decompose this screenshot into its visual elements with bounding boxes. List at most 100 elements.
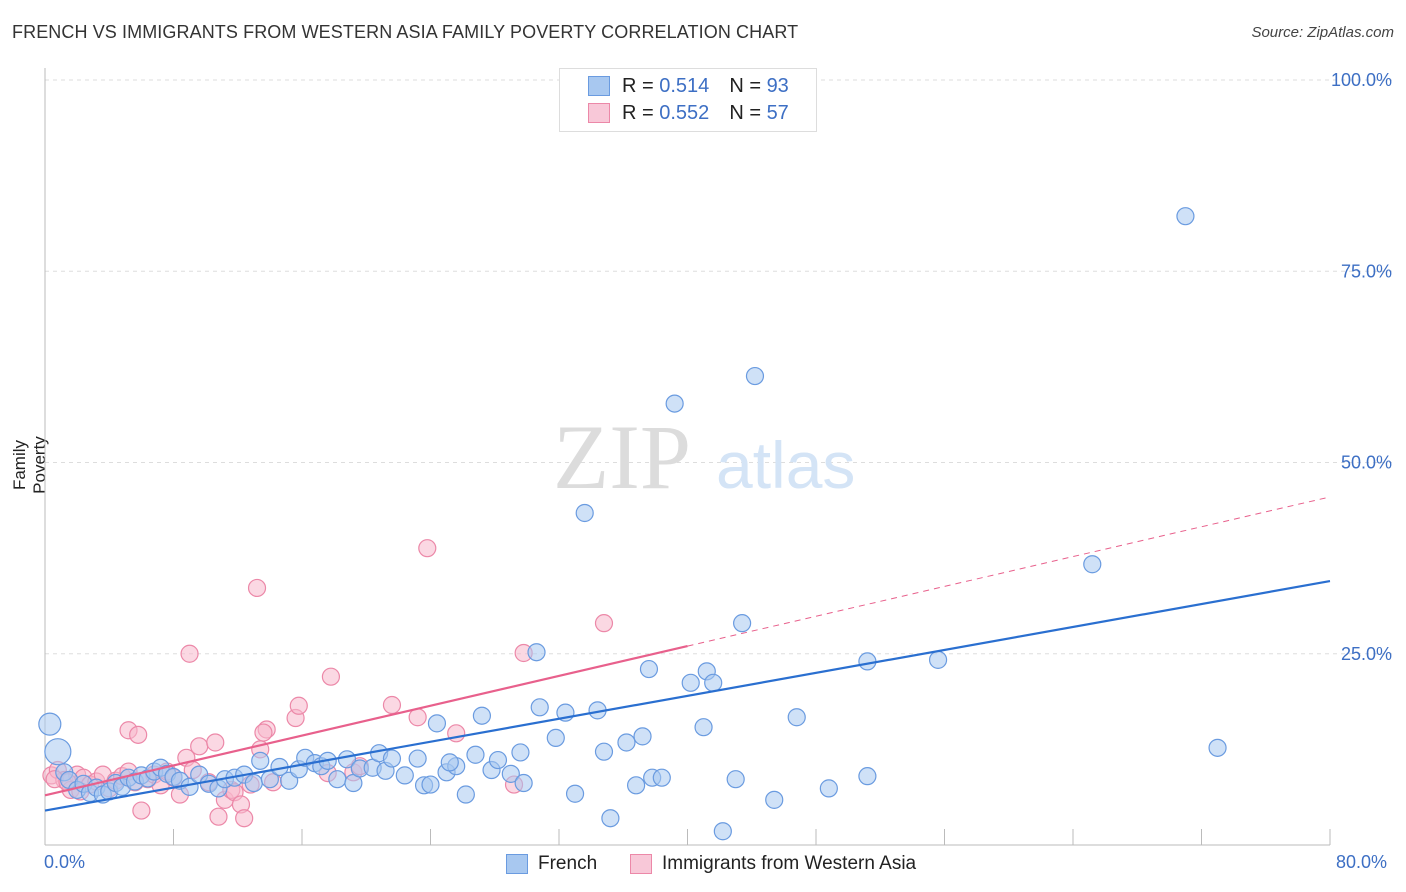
data-point (530, 698, 549, 717)
data-point (206, 733, 225, 752)
data-point (244, 773, 263, 793)
data-point (395, 766, 414, 785)
bottom-legend-swatch-immigrants (630, 854, 652, 874)
bottom-legend-label-french: French (538, 853, 598, 874)
data-point (44, 738, 72, 766)
data-point (1208, 738, 1227, 757)
y-tick-label: 75.0% (1341, 261, 1392, 281)
legend-swatch-immigrants (588, 103, 610, 123)
bottom-legend-french: French (506, 852, 597, 876)
data-point (858, 767, 877, 786)
legend-row-french: R = 0.514 N = 93 (588, 75, 789, 97)
x-tick-label-min: 0.0% (44, 852, 86, 872)
data-point (209, 807, 228, 826)
data-point (601, 809, 620, 828)
data-point (928, 650, 948, 669)
data-point (726, 770, 745, 789)
data-point (418, 539, 437, 558)
trend-lines (44, 496, 1331, 812)
data-point (652, 768, 671, 787)
watermark-zip: ZIP (553, 406, 691, 508)
data-point (321, 667, 341, 686)
data-point (511, 743, 530, 762)
data-point (514, 773, 533, 793)
data-point (132, 801, 151, 820)
y-tick-label: 100.0% (1331, 70, 1392, 90)
data-point (501, 764, 520, 783)
bottom-legend-immigrants: Immigrants from Western Asia (630, 852, 916, 876)
chart-title: FRENCH VS IMMIGRANTS FROM WESTERN ASIA F… (12, 22, 799, 42)
data-point (382, 749, 402, 768)
data-point (488, 750, 508, 770)
legend-r-label: R = (622, 101, 654, 124)
legend-r-value: 0.514 (659, 74, 710, 97)
data-point (440, 753, 459, 772)
x-tick-label-max: 80.0% (1336, 852, 1388, 872)
watermark-atlas: atlas (716, 428, 855, 502)
legend-n-value: 93 (766, 74, 789, 97)
data-point (421, 775, 440, 794)
trend-extension-immigrants (687, 496, 1331, 647)
data-point (254, 723, 273, 742)
data-point (382, 695, 402, 715)
y-tick-label: 50.0% (1341, 453, 1392, 473)
y-tick-label: 25.0% (1341, 644, 1392, 664)
trend-line-french (44, 579, 1331, 812)
data-point (681, 673, 700, 692)
data-point (787, 708, 806, 727)
data-point (129, 725, 148, 744)
legend-swatch-french (588, 76, 610, 96)
data-point (633, 727, 652, 746)
data-point (617, 733, 636, 752)
legend-row-immigrants: R = 0.552 N = 57 (588, 102, 789, 124)
data-point (235, 809, 254, 828)
data-point (1083, 555, 1102, 574)
data-point (190, 737, 209, 756)
correlation-legend: R = 0.514 N = 93 R = 0.552 N = 57 (559, 68, 817, 132)
data-point (594, 742, 614, 761)
french-points (38, 207, 1227, 841)
data-point (694, 718, 713, 737)
data-point (408, 708, 427, 727)
data-point (408, 749, 427, 768)
legend-n-label: N = (729, 74, 761, 97)
data-point (713, 822, 732, 841)
grid-layer (45, 79, 1392, 655)
legend-r-value: 0.552 (659, 101, 710, 124)
data-point (180, 644, 199, 663)
legend-r-label: R = (622, 74, 654, 97)
bottom-legend-label-immigrants: Immigrants from Western Asia (662, 853, 917, 874)
data-point (819, 779, 838, 798)
data-point (594, 614, 614, 633)
source-label: Source: ZipAtlas.com (1251, 24, 1394, 41)
data-point (546, 728, 565, 748)
trend-line-immigrants (44, 645, 688, 797)
data-point (456, 785, 475, 804)
bottom-legend-swatch-french (506, 854, 528, 874)
data-point (247, 578, 267, 598)
data-point (565, 784, 585, 803)
data-point (575, 503, 594, 523)
data-point (527, 643, 546, 662)
data-point (704, 673, 723, 692)
data-point (665, 394, 684, 413)
data-point (765, 790, 784, 809)
data-point (251, 751, 270, 770)
data-point (639, 659, 659, 679)
y-tick-labels: 25.0% 50.0% 75.0% 100.0% (1331, 70, 1392, 664)
data-point (328, 770, 347, 789)
data-point (626, 776, 646, 795)
data-point (858, 652, 877, 671)
data-point (289, 696, 308, 715)
data-point (745, 366, 765, 386)
legend-n-label: N = (729, 101, 761, 124)
data-point (38, 712, 62, 736)
data-point (466, 745, 485, 764)
data-point (472, 706, 491, 725)
data-point (733, 614, 752, 633)
data-point (427, 714, 447, 733)
watermark: ZIP atlas (553, 406, 855, 508)
legend-n-value: 57 (766, 101, 789, 124)
data-point (1176, 207, 1195, 226)
